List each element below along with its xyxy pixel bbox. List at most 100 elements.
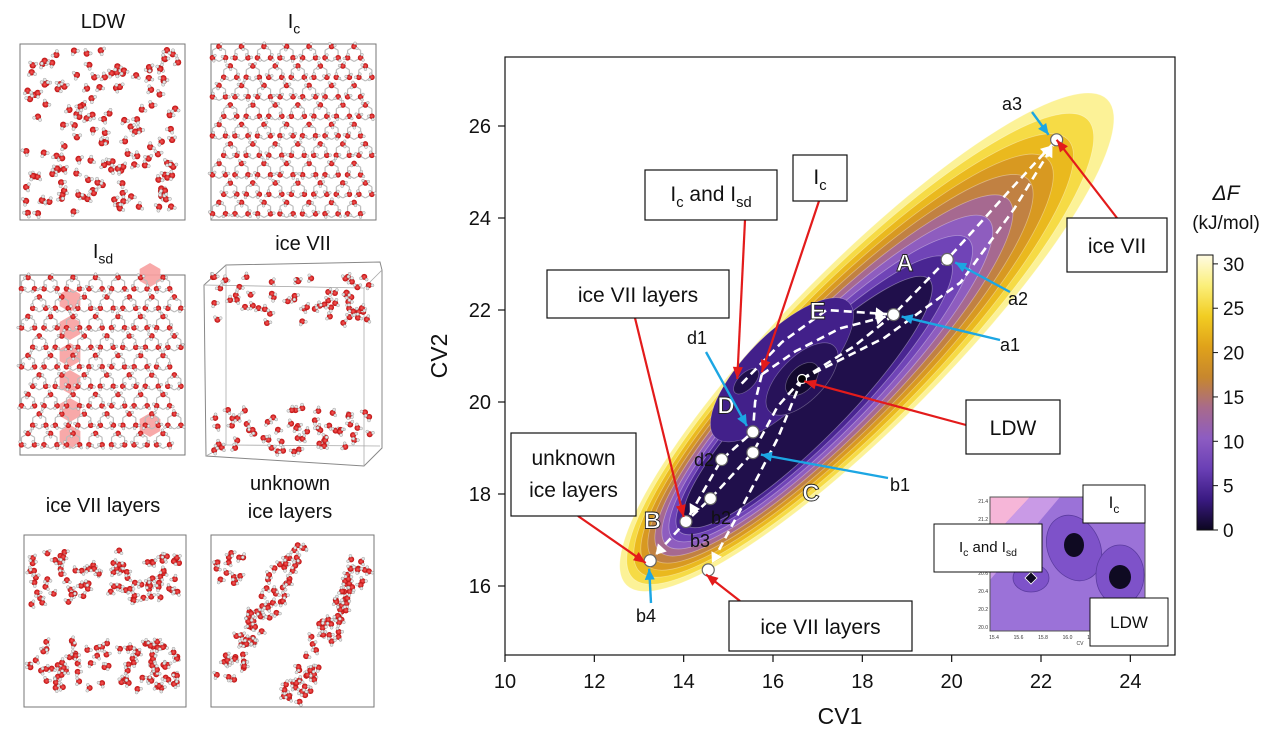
hydrogen-atom xyxy=(344,296,349,300)
hydrogen-atom xyxy=(238,639,242,643)
hydrogen-atom xyxy=(110,387,114,391)
hydrogen-atom xyxy=(163,685,167,689)
colorbar-title: ΔF xyxy=(1212,182,1241,205)
oxygen-atom xyxy=(49,170,56,178)
hydrogen-atom xyxy=(30,94,34,98)
hydrogen-atom xyxy=(319,303,323,307)
red-arrow-ldw xyxy=(803,380,967,427)
hydrogen-atom xyxy=(121,585,125,589)
hydrogen-atom xyxy=(159,389,163,394)
hydrogen-atom xyxy=(31,605,36,609)
oxygen-atom xyxy=(211,299,218,306)
hydrogen-atom xyxy=(44,328,49,332)
hydrogen-atom xyxy=(167,361,172,366)
hydrogen-atom xyxy=(281,56,285,60)
hydrogen-atom xyxy=(272,172,276,176)
hydrogen-atom xyxy=(308,665,313,669)
hydrogen-atom xyxy=(302,433,307,438)
hydrogen-atom xyxy=(239,669,244,673)
hydrogen-atom xyxy=(105,638,110,642)
hydrogen-atom xyxy=(62,328,66,332)
hydrogen-atom xyxy=(112,203,117,208)
hydrogen-atom xyxy=(36,661,40,665)
hydrogen-atom xyxy=(148,292,152,296)
oxygen-atom xyxy=(310,74,317,81)
hydrogen-atom xyxy=(344,180,348,185)
path-B xyxy=(649,378,803,562)
hydrogen-atom xyxy=(212,424,216,428)
hydrogen-atom xyxy=(297,95,301,100)
colorbar-tick-label: 0 xyxy=(1223,521,1234,542)
hydrogen-atom xyxy=(292,560,296,564)
hydrogen-atom xyxy=(139,598,143,603)
hydrogen-atom xyxy=(347,170,351,174)
hydrogen-atom xyxy=(169,296,173,300)
hydrogen-atom xyxy=(278,111,282,115)
panel-frame xyxy=(203,261,383,467)
hydrogen-atom xyxy=(292,297,297,302)
hydrogen-atom xyxy=(349,201,353,205)
hydrogen-atom xyxy=(247,424,251,429)
panel-title-layers: ice VII layers xyxy=(46,495,160,517)
hydrogen-atom xyxy=(317,134,321,138)
hydrogen-atom xyxy=(354,431,359,436)
hydrogen-atom xyxy=(58,441,62,446)
hydrogen-atom xyxy=(270,53,274,57)
inset-y-tick-label: 20.2 xyxy=(978,607,988,613)
hydrogen-atom xyxy=(124,346,128,350)
hydrogen-atom xyxy=(156,89,160,93)
oxygen-atom xyxy=(354,424,361,431)
oxygen-atom xyxy=(362,63,369,69)
oxygen-atom xyxy=(160,430,166,437)
hydrogen-atom xyxy=(230,92,235,97)
hydrogen-atom xyxy=(310,93,315,97)
hydrogen-atom xyxy=(340,274,345,278)
hydrogen-atom xyxy=(146,368,150,372)
hydrogen-atom xyxy=(48,549,52,553)
hydrogen-atom xyxy=(338,209,342,213)
hydrogen-atom xyxy=(118,202,123,207)
oxygen-atom xyxy=(312,132,319,139)
hydrogen-atom xyxy=(158,637,163,642)
oxygen-atom xyxy=(209,93,216,100)
hydrogen-atom xyxy=(117,677,121,681)
hydrogen-atom xyxy=(331,126,335,130)
hydrogen-atom xyxy=(315,176,319,180)
hydrogen-atom xyxy=(36,287,40,292)
hydrogen-atom xyxy=(83,591,87,595)
hydrogen-atom xyxy=(49,435,53,439)
hydrogen-atom xyxy=(76,348,80,353)
hydrogen-atom xyxy=(252,93,257,97)
hydrogen-atom xyxy=(238,633,242,637)
oxygen-atom xyxy=(137,313,144,320)
hydrogen-atom xyxy=(290,684,294,688)
hydrogen-atom xyxy=(302,98,306,102)
hydrogen-atom xyxy=(274,431,278,435)
oxygen-atom xyxy=(31,324,38,331)
oxygen-atom xyxy=(34,210,42,217)
hydrogen-atom xyxy=(135,286,139,290)
hydrogen-atom xyxy=(178,309,182,314)
hydrogen-atom xyxy=(351,153,355,158)
hydrogen-atom xyxy=(286,424,291,428)
hydrogen-atom xyxy=(356,438,360,442)
hydrogen-atom xyxy=(309,673,313,678)
hydrogen-atom xyxy=(130,410,134,415)
hydrogen-atom xyxy=(88,420,92,424)
hydrogen-atom xyxy=(101,400,105,405)
hydrogen-atom xyxy=(123,161,128,166)
hydrogen-atom xyxy=(169,577,173,582)
hydrogen-atom xyxy=(346,150,351,154)
hydrogen-atom xyxy=(235,288,239,292)
hydrogen-atom xyxy=(359,586,364,591)
hydrogen-atom xyxy=(242,631,246,635)
hydrogen-atom xyxy=(60,126,64,131)
hydrogen-atom xyxy=(83,48,88,52)
hydrogen-atom xyxy=(315,305,319,310)
oxygen-atom xyxy=(307,688,314,695)
hydrogen-atom xyxy=(208,210,212,214)
hydrogen-atom xyxy=(30,405,34,410)
hydrogen-atom xyxy=(256,612,260,616)
point-label-a1: a1 xyxy=(1000,335,1020,355)
subscript: sd xyxy=(1006,547,1017,559)
